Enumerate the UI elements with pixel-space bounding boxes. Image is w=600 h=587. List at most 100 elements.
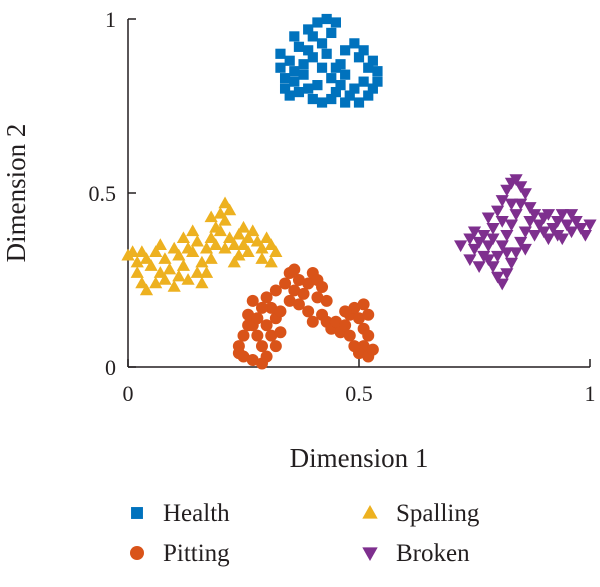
health-point — [353, 97, 365, 108]
spalling-point — [149, 276, 163, 289]
spalling-point — [269, 245, 283, 257]
spalling-point — [255, 241, 269, 254]
health-point — [363, 62, 374, 73]
spalling-point — [236, 220, 251, 233]
y-axis-title: Dimension 2 — [1, 124, 31, 263]
health-point — [303, 45, 314, 56]
pitting-point — [269, 340, 282, 353]
legend: Health Pitting Spalling Broken — [130, 500, 480, 567]
spalling-point — [190, 266, 204, 278]
health-point — [312, 17, 323, 28]
health-point — [321, 48, 332, 59]
health-point — [340, 69, 351, 80]
broken-point — [509, 174, 523, 186]
spalling-point — [130, 255, 144, 268]
spalling-point — [232, 248, 246, 261]
broken-point — [481, 240, 495, 253]
broken-point — [583, 219, 597, 232]
pitting-point — [362, 308, 375, 321]
health-point — [307, 93, 318, 105]
spalling-point — [176, 259, 191, 271]
health-point — [289, 31, 300, 42]
broken-point — [495, 195, 509, 207]
broken-point — [463, 233, 477, 246]
health-point — [326, 27, 337, 39]
pitting-point — [260, 319, 273, 332]
pitting-point — [269, 284, 282, 297]
spalling-point — [236, 238, 251, 250]
pitting-point — [246, 354, 259, 367]
pitting-point — [343, 329, 356, 342]
broken-point — [527, 229, 542, 242]
spalling-point — [264, 238, 278, 250]
pitting-point — [320, 294, 333, 307]
pitting-point — [306, 315, 319, 328]
broken-point — [504, 198, 519, 211]
spalling-point — [176, 231, 191, 244]
broken-point — [532, 219, 546, 232]
pitting-point — [232, 347, 245, 360]
pitting-point — [283, 294, 296, 307]
health-point — [293, 86, 305, 98]
broken-point — [564, 226, 579, 239]
spalling-point — [199, 266, 214, 278]
axis-labels: 00 0.5 0.5 1 1 Dimension 1 Dimension 2 — [1, 7, 596, 473]
spalling-point — [195, 276, 209, 289]
broken-point — [509, 247, 523, 260]
pitting-point — [292, 274, 305, 286]
health-point — [298, 59, 309, 70]
broken-point — [467, 226, 482, 239]
broken-point — [518, 226, 532, 239]
legend-label-spalling: Spalling — [396, 500, 480, 527]
health-point — [326, 93, 337, 105]
health-point — [321, 13, 332, 25]
health-point — [289, 66, 300, 77]
pitting-point — [265, 329, 278, 342]
x-tick-label: 1 — [585, 381, 596, 406]
spalling-point — [260, 231, 274, 244]
health-point — [335, 80, 346, 91]
spalling-point — [227, 255, 241, 268]
y-tick-label: 1 — [105, 7, 116, 32]
broken-point — [527, 209, 542, 221]
series-health — [275, 13, 383, 108]
broken-point — [504, 257, 519, 270]
legend-label-pitting: Pitting — [163, 540, 230, 567]
legend-marker-spalling — [362, 504, 378, 519]
health-point — [372, 66, 383, 77]
health-point — [275, 48, 286, 59]
broken-point — [467, 243, 482, 256]
legend-label-broken: Broken — [396, 540, 470, 567]
broken-point — [541, 209, 556, 221]
broken-point — [514, 181, 528, 193]
spalling-point — [126, 245, 140, 257]
pitting-point — [366, 343, 379, 356]
broken-point — [518, 188, 532, 200]
spalling-point — [246, 224, 260, 237]
broken-point — [472, 261, 486, 273]
health-point — [330, 17, 341, 28]
legend-marker-pitting — [130, 546, 144, 560]
pitting-point — [339, 319, 352, 332]
spalling-point — [167, 280, 181, 292]
broken-point — [537, 226, 551, 239]
broken-point — [495, 278, 509, 291]
spalling-point — [195, 255, 209, 268]
broken-point — [523, 202, 537, 214]
x-tick-label: 0.5 — [345, 381, 373, 406]
broken-point — [454, 240, 468, 253]
spalling-point — [158, 252, 172, 264]
broken-point — [518, 243, 532, 256]
health-point — [330, 86, 341, 98]
pitting-point — [339, 305, 352, 318]
series-broken — [454, 174, 597, 291]
legend-item-broken: Broken — [362, 540, 470, 567]
broken-point — [541, 233, 556, 246]
broken-point — [546, 223, 560, 235]
spalling-point — [255, 252, 269, 264]
broken-point — [504, 219, 519, 232]
spalling-point — [135, 276, 149, 289]
spalling-point — [232, 227, 246, 240]
health-point — [284, 55, 295, 66]
